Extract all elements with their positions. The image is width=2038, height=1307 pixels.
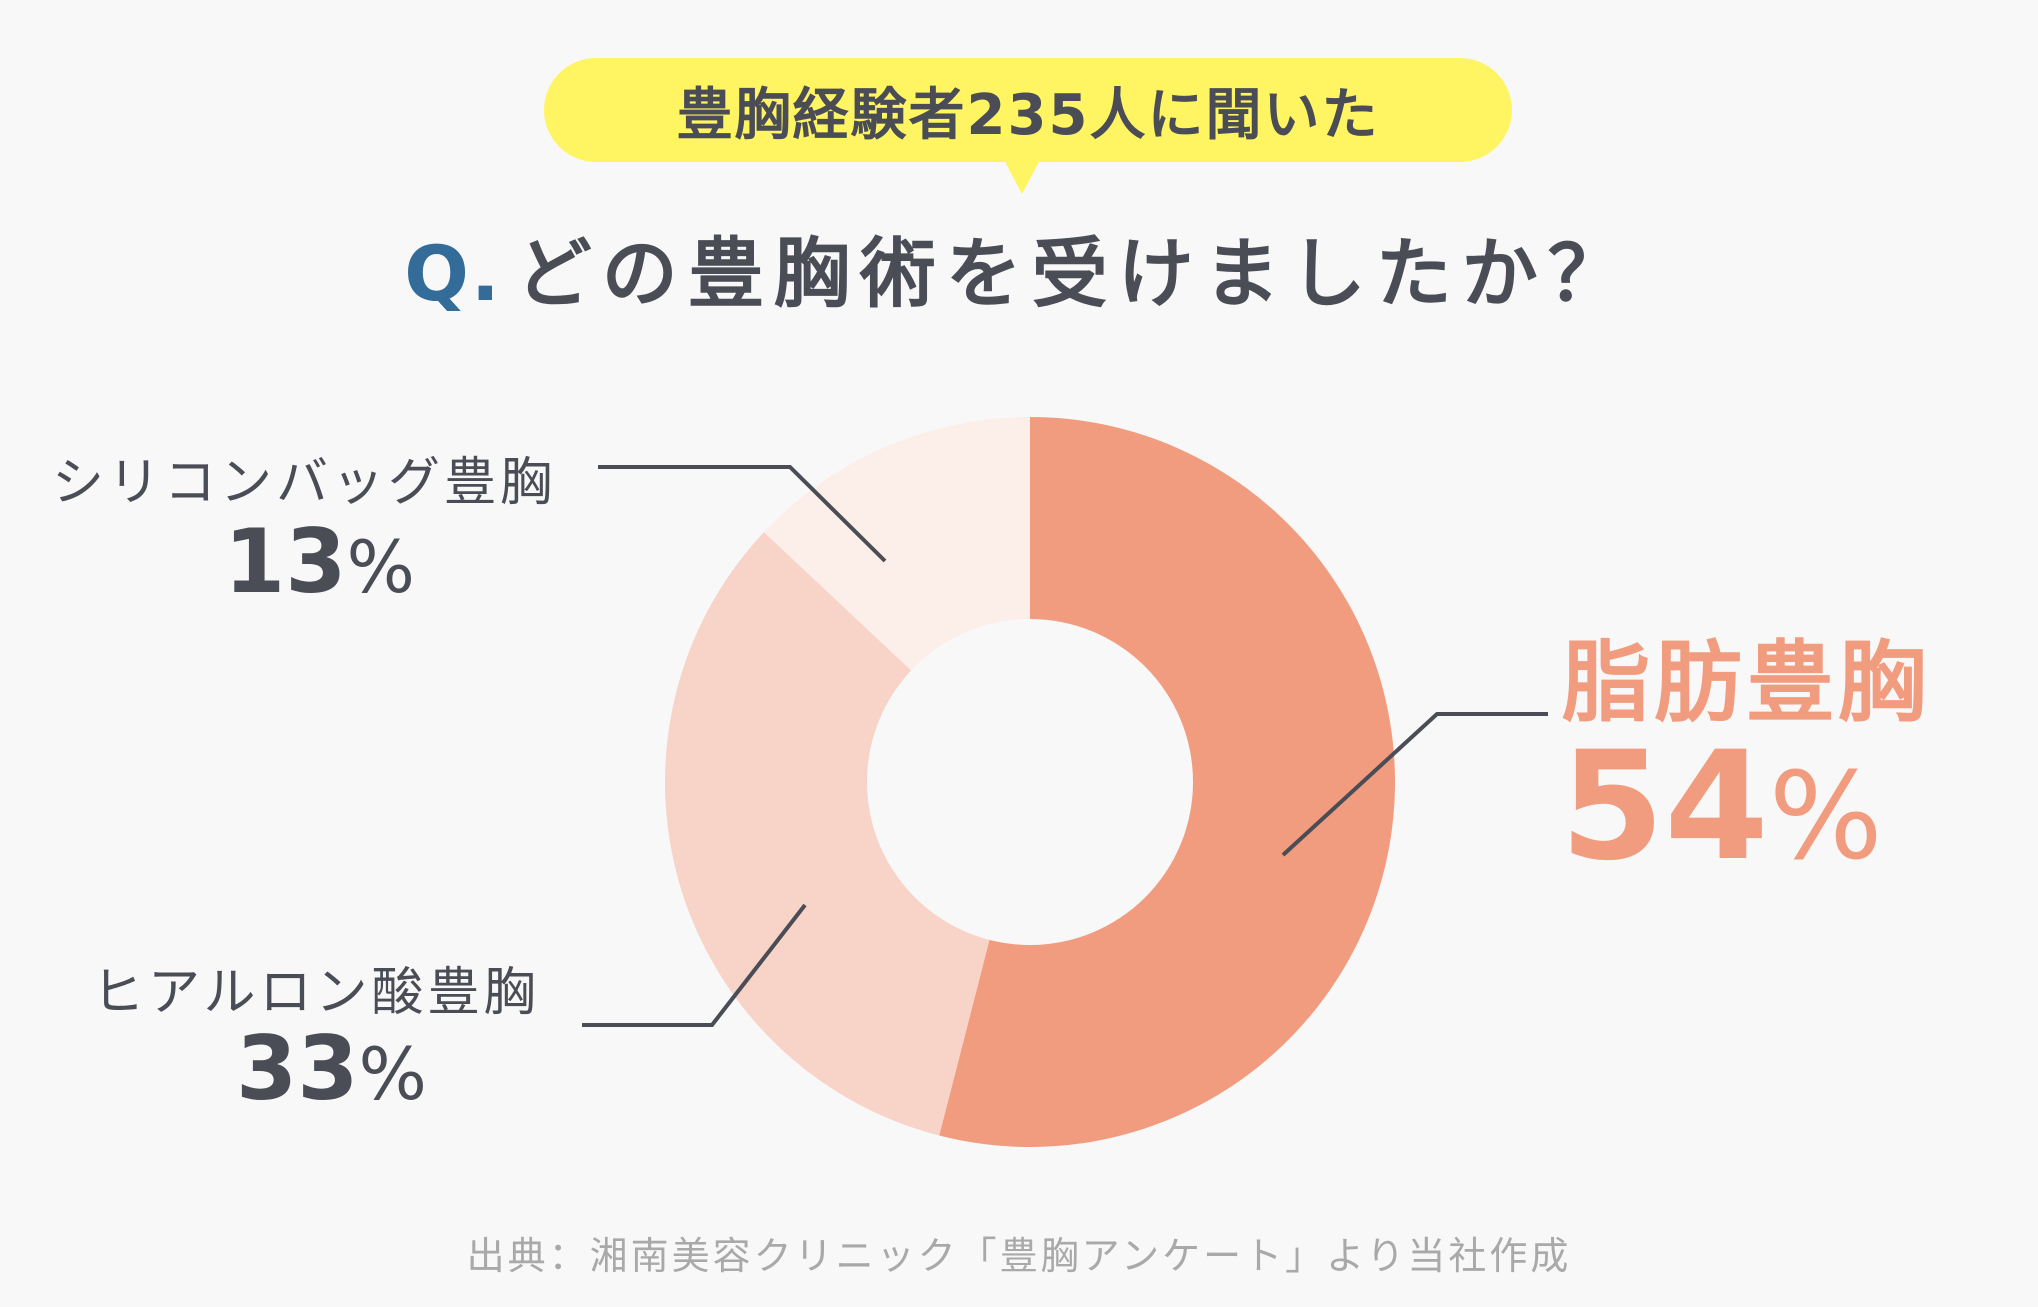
label-hyaluronic-value: 33	[236, 1017, 359, 1120]
survey-badge-text: 豊胸経験者235人に聞いた	[676, 82, 1380, 148]
survey-badge-tail	[1004, 160, 1040, 194]
donut-hole	[867, 619, 1193, 945]
label-fat-pct: 54%	[1560, 720, 1883, 894]
label-fat-value: 54	[1560, 720, 1769, 894]
leader-line-fat	[1281, 712, 1548, 857]
label-hyaluronic-pct: 33%	[236, 1017, 427, 1120]
label-fat-unit: %	[1768, 748, 1883, 887]
label-silicone-pct: 13%	[224, 510, 415, 613]
slice-hyaluronic	[665, 532, 1030, 1136]
leader-line-hyaluronic	[582, 903, 807, 1027]
leader-line-silicone	[598, 465, 887, 563]
question-prefix: Q.	[404, 229, 502, 318]
survey-badge: 豊胸経験者235人に聞いた	[544, 58, 1512, 162]
question-text: どの豊胸術を受けましたか？	[515, 229, 1634, 318]
label-hyaluronic-unit: %	[358, 1032, 427, 1116]
leader-lines	[582, 465, 1548, 1027]
label-silicone-unit: %	[346, 525, 415, 609]
label-fat-name: 脂肪豊胸	[1562, 631, 1931, 734]
source-note: 出典：湘南美容クリニック「豊胸アンケート」より当社作成	[466, 1234, 1572, 1278]
label-hyaluronic-name: ヒアルロン酸豊胸	[92, 963, 540, 1023]
question-heading: Q. どの豊胸術を受けましたか？	[0, 212, 2038, 322]
label-silicone-value: 13	[224, 510, 347, 613]
label-silicone-name: シリコンバッグ豊胸	[52, 453, 557, 513]
